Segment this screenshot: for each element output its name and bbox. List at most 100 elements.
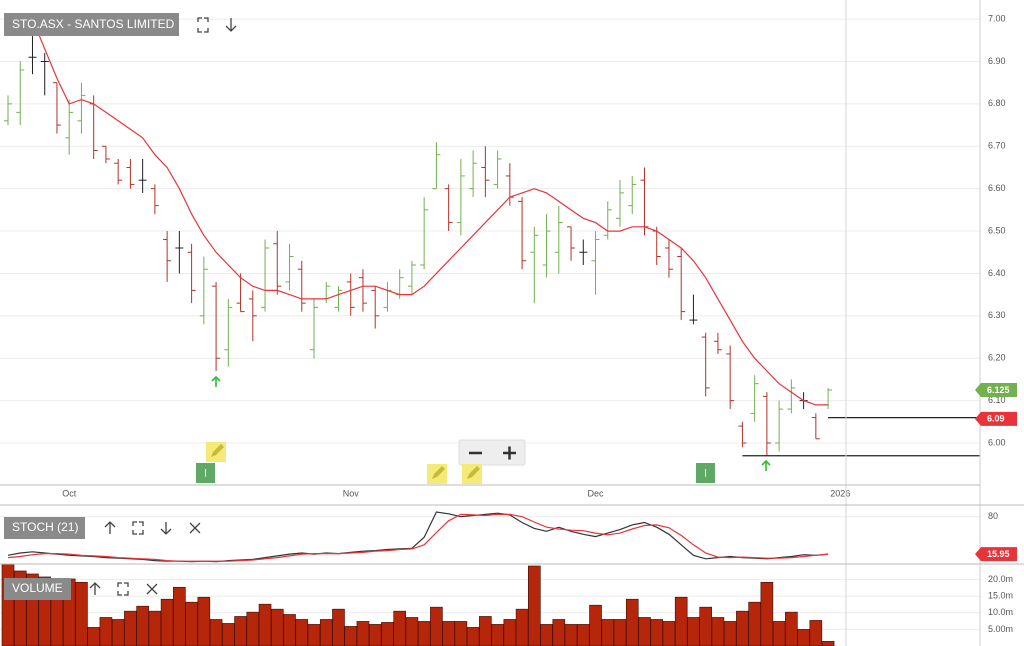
note-icon[interactable]: [206, 442, 226, 462]
fullscreen-icon[interactable]: [117, 582, 129, 596]
y-tick-label: 80: [988, 511, 998, 521]
volume-bar: [185, 601, 198, 646]
event-label: I: [204, 467, 207, 479]
volume-bar: [209, 619, 223, 646]
y-tick-label: 6.50: [988, 225, 1006, 235]
x-tick-label: Oct: [62, 488, 77, 498]
volume-bar: [393, 610, 406, 646]
volume-bar: [785, 611, 798, 646]
volume-bar: [699, 606, 712, 646]
volume-bar: [503, 619, 517, 646]
volume-bar: [307, 624, 321, 646]
volume-bar: [332, 608, 345, 646]
price-tag-label: 15.95: [987, 549, 1010, 559]
stoch-line: [7, 513, 829, 562]
y-tick-label: 6.40: [988, 268, 1006, 278]
event-label: I: [704, 467, 707, 479]
volume-bar: [295, 619, 309, 646]
y-tick-label: 6.70: [988, 141, 1006, 151]
volume-bar: [258, 603, 272, 646]
volume-bar: [674, 596, 688, 646]
volume-bar: [356, 621, 370, 646]
volume-bar: [515, 608, 529, 646]
volume-bar: [111, 619, 125, 646]
move-down-icon[interactable]: [160, 522, 172, 535]
volume-bar: [283, 614, 296, 646]
volume-bar: [405, 617, 419, 646]
title-box: [4, 13, 179, 36]
volume-bar: [454, 621, 468, 646]
y-tick-label: 6.80: [988, 98, 1006, 108]
x-tick-label: 2026: [830, 488, 850, 498]
volume-bar: [576, 624, 590, 646]
volume-bar: [638, 617, 651, 646]
note-icon[interactable]: [462, 464, 482, 484]
y-tick-label: 20.0m: [988, 574, 1013, 584]
price-tag: [975, 411, 1017, 426]
volume-bar: [430, 606, 443, 646]
price-tag: [975, 383, 1017, 398]
volume-bar: [601, 619, 615, 646]
x-tick-label: Dec: [588, 488, 605, 498]
volume-bar: [136, 605, 149, 646]
close-icon[interactable]: [146, 583, 158, 595]
volume-bar: [589, 604, 602, 646]
event-marker[interactable]: [196, 463, 215, 483]
volume-bar: [234, 616, 247, 646]
volume-bar: [99, 617, 113, 646]
volume-bar: [821, 641, 835, 646]
volume-bar: [417, 621, 431, 646]
tag-layer: 6.125 6.09 15.95: [975, 383, 1017, 562]
panel-title: STOCH (21): [12, 520, 78, 534]
volume-bar: [148, 610, 162, 646]
close-icon[interactable]: [189, 522, 201, 534]
volume-bar: [613, 619, 627, 646]
volume-bar: [1, 563, 15, 646]
volume-bar: [319, 619, 333, 646]
y-tick-label: 6.30: [988, 310, 1006, 320]
volume-bar: [442, 621, 455, 646]
volume-bar: [687, 617, 700, 646]
volume-bar: [552, 619, 566, 646]
volume-bar: [160, 598, 174, 646]
event-marker[interactable]: [696, 463, 715, 483]
panel-title: VOLUME: [12, 581, 63, 595]
volume-bar: [124, 610, 137, 646]
note-icon[interactable]: [427, 464, 447, 484]
volume-bar: [491, 624, 504, 646]
volume-bar: [270, 608, 284, 646]
volume-bar: [736, 610, 749, 646]
y-tick-label: 10.0m: [988, 607, 1013, 617]
volume-bar: [222, 623, 235, 646]
volume-bar: [797, 629, 810, 646]
signal-arrow: [761, 459, 771, 471]
volume-bar: [381, 622, 394, 646]
move-up-icon[interactable]: [104, 521, 116, 534]
fullscreen-icon[interactable]: [132, 521, 144, 535]
volume-bar: [528, 565, 541, 646]
y-tick-label: 7.00: [988, 13, 1006, 23]
y-tick-label: 6.90: [988, 56, 1006, 66]
title-box: [4, 517, 85, 539]
collapse-icon[interactable]: [225, 18, 237, 32]
move-up-icon[interactable]: [89, 582, 101, 595]
fullscreen-icon[interactable]: [197, 17, 209, 33]
volume-bar: [173, 586, 186, 646]
y-tick-label: 6.10: [988, 395, 1006, 405]
volume-bar: [625, 598, 639, 646]
title-box: [4, 578, 71, 600]
volume-bar: [75, 581, 88, 646]
y-tick-label: 6.00: [988, 437, 1006, 447]
volume-bar: [772, 621, 786, 646]
y-tick-label: 5.00m: [988, 624, 1013, 634]
volume-bar: [479, 616, 492, 646]
y-tick-label: 6.60: [988, 183, 1006, 193]
price-tag-label: 6.09: [987, 414, 1005, 424]
moving-average: [31, 18, 829, 406]
zoom-in-button[interactable]: [503, 446, 516, 460]
volume-bar: [197, 596, 211, 646]
volume-bar: [368, 624, 382, 646]
volume-bar: [564, 624, 578, 646]
